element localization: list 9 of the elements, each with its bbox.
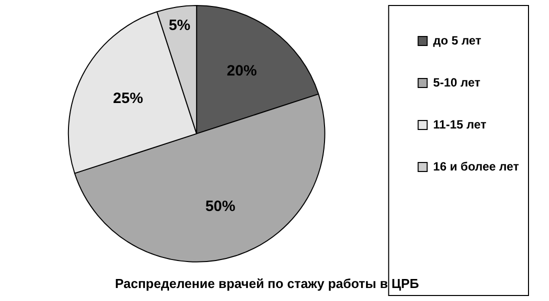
legend-label: 11-15 лет <box>433 117 487 132</box>
text: Распределение врачей по стажу работы в ЦРБ <box>115 276 419 291</box>
legend-label: 16 и более лет <box>433 159 520 174</box>
legend-label: 5-10 лет <box>433 75 480 90</box>
data-label: 25% <box>113 90 144 107</box>
legend-label: до 5 лет <box>433 33 482 48</box>
data-label: 5% <box>168 17 190 34</box>
data-label: 20% <box>226 62 257 80</box>
data-label: 50% <box>205 198 236 215</box>
